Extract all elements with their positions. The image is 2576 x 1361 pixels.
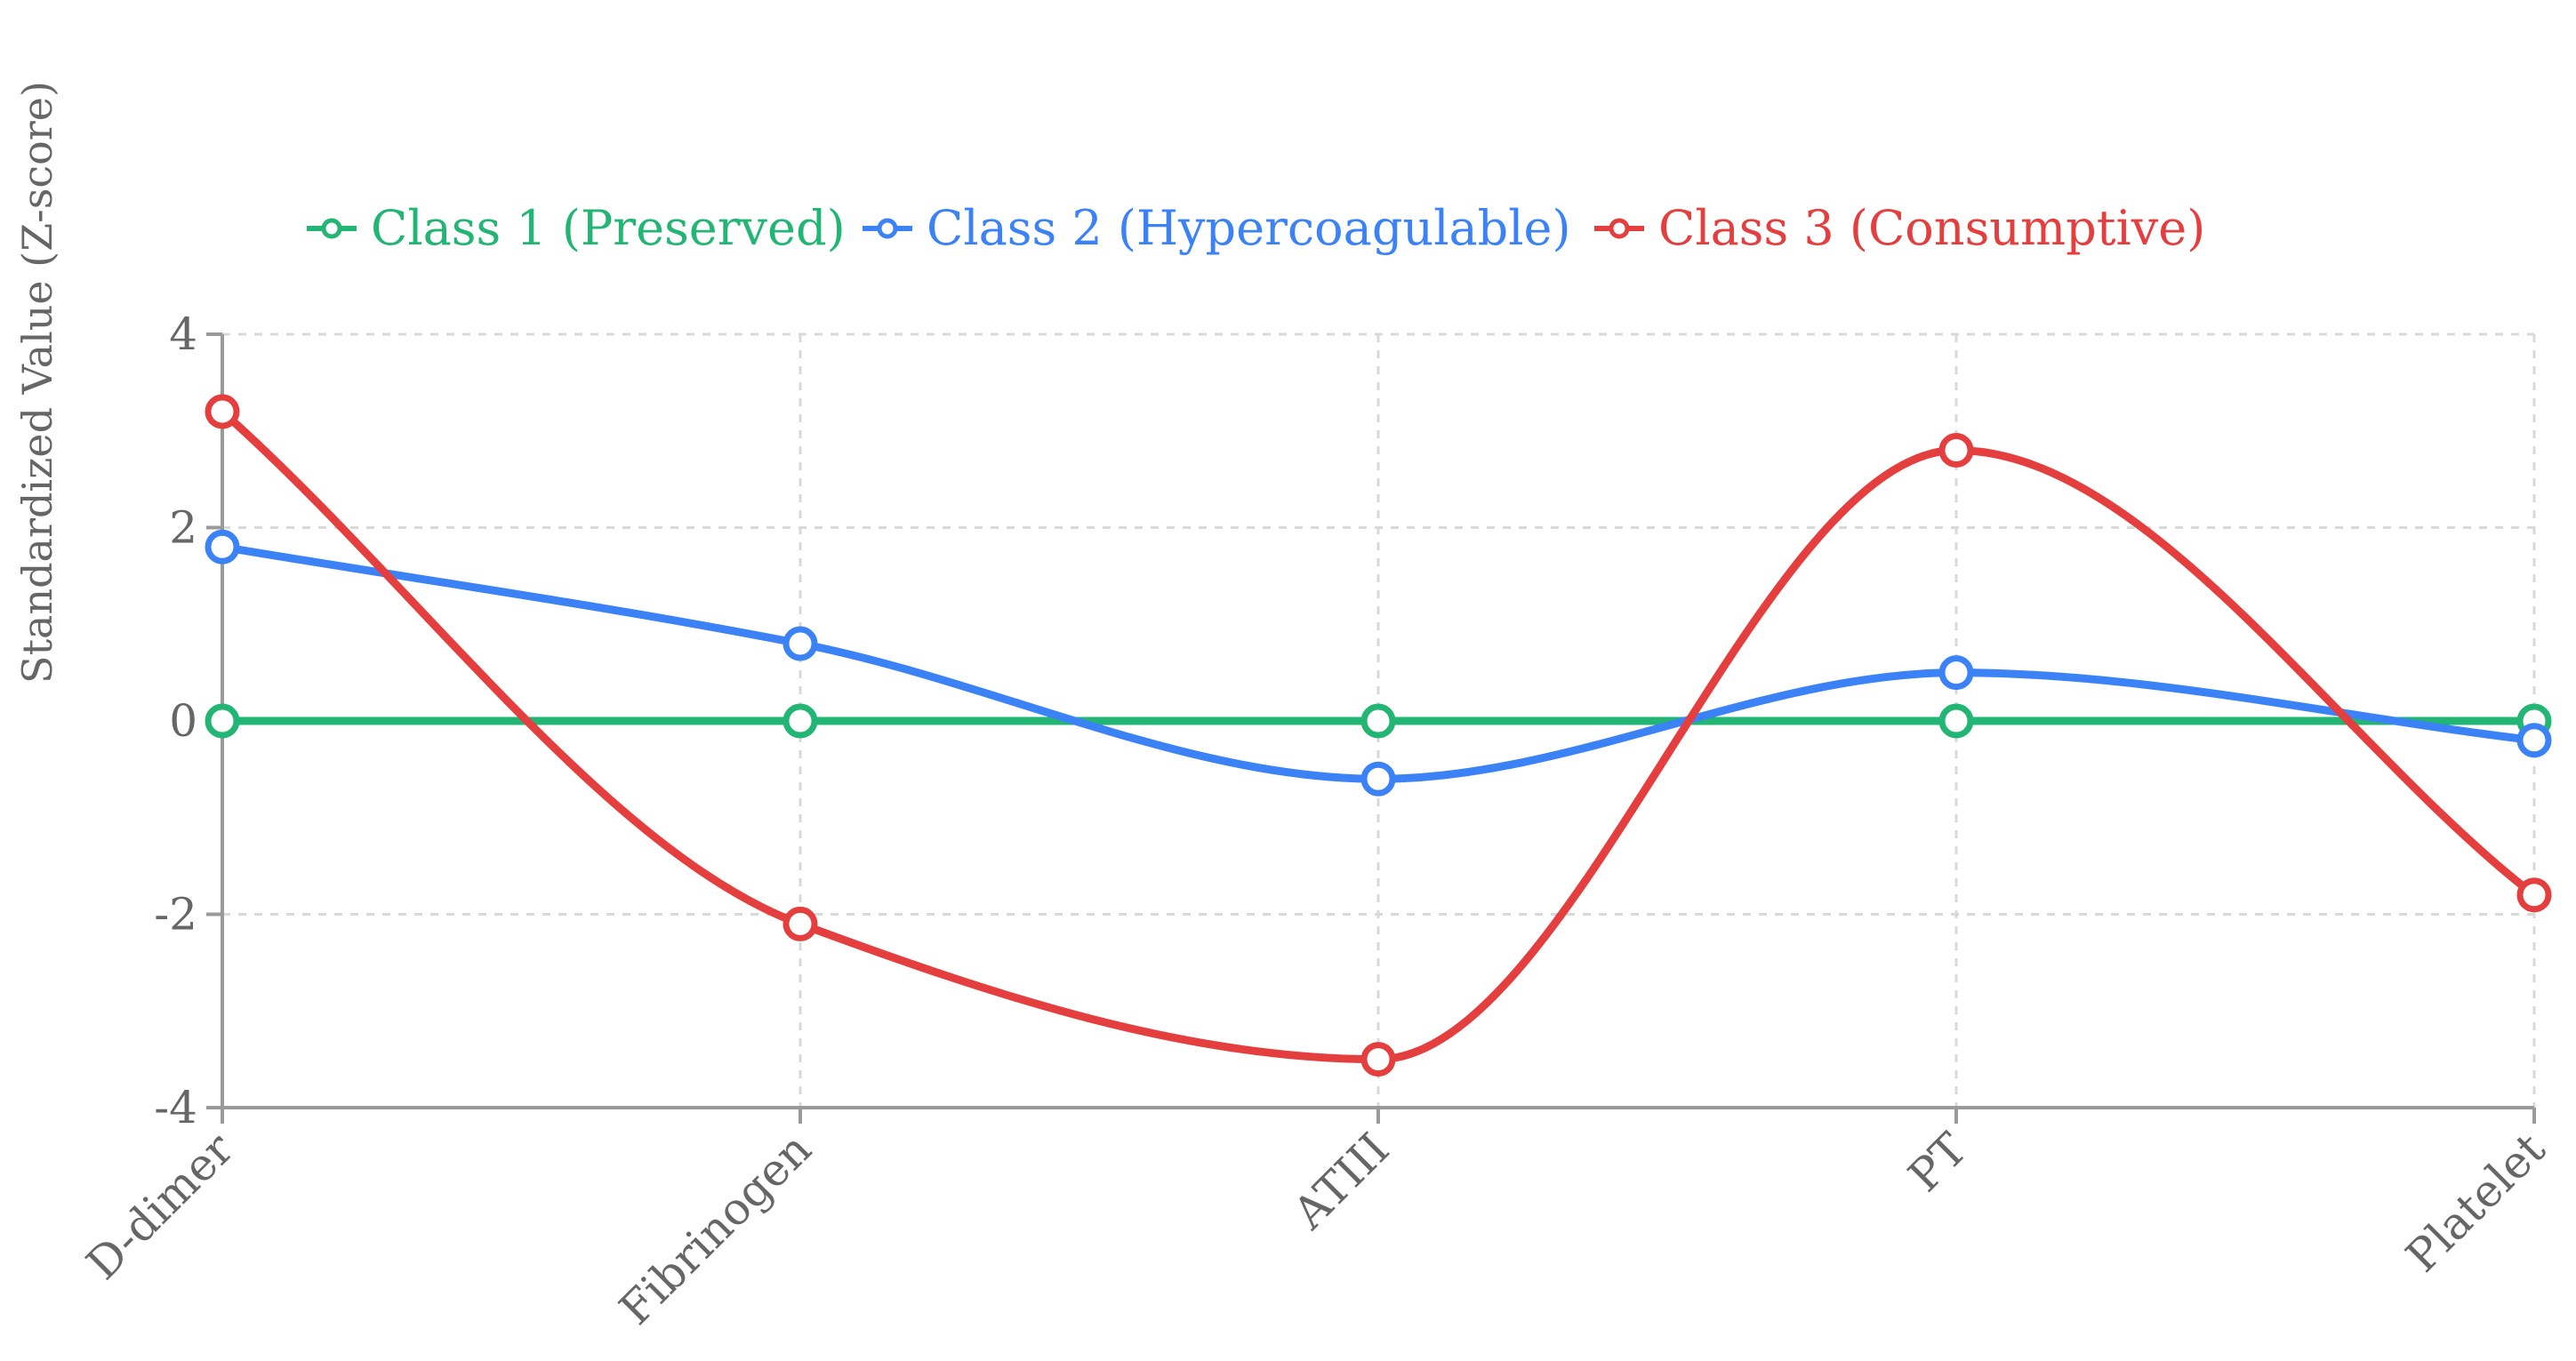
axes bbox=[206, 332, 2536, 1124]
legend-marker bbox=[1609, 218, 1630, 239]
series-1 bbox=[205, 703, 2552, 739]
legend-label: Class 3 (Consumptive) bbox=[1658, 200, 2205, 256]
legend-item-2[interactable]: Class 2 (Hypercoagulable) bbox=[863, 200, 1571, 256]
y-tick-label: 2 bbox=[169, 502, 197, 554]
legend-item-3[interactable]: Class 3 (Consumptive) bbox=[1594, 200, 2205, 256]
data-point bbox=[1938, 433, 1974, 468]
series-line bbox=[218, 407, 2539, 1064]
data-point bbox=[1938, 655, 1974, 691]
data-point bbox=[1938, 703, 1974, 739]
data-point bbox=[2516, 723, 2552, 758]
legend-marker bbox=[321, 218, 342, 239]
series-2 bbox=[205, 529, 2552, 797]
data-point bbox=[782, 703, 818, 739]
legend-marker bbox=[877, 218, 898, 239]
data-point bbox=[1360, 1042, 1396, 1077]
x-tick-labels: D-dimer Fibrinogen ATIII PT Platelet bbox=[76, 1123, 2555, 1334]
series-lines bbox=[205, 394, 2552, 1077]
x-tick-label: D-dimer bbox=[76, 1123, 243, 1289]
legend-item-1[interactable]: Class 1 (Preserved) bbox=[307, 200, 846, 256]
data-point bbox=[782, 626, 818, 661]
x-tick-label: Platelet bbox=[2396, 1123, 2556, 1282]
data-point bbox=[205, 529, 240, 564]
data-point bbox=[782, 906, 818, 941]
data-point bbox=[2516, 877, 2552, 913]
series-3 bbox=[205, 394, 2552, 1077]
y-tick-label: -2 bbox=[154, 889, 197, 941]
data-point bbox=[205, 394, 240, 429]
y-tick-labels: 4 2 0 -2 -4 bbox=[154, 308, 197, 1133]
y-tick-label: 4 bbox=[169, 308, 197, 360]
x-tick-label: ATIII bbox=[1283, 1123, 1400, 1239]
data-point bbox=[1360, 703, 1396, 739]
legend-label: Class 1 (Preserved) bbox=[371, 200, 846, 256]
legend-label: Class 2 (Hypercoagulable) bbox=[927, 200, 1571, 256]
x-tick-label: PT bbox=[1898, 1123, 1977, 1201]
legend[interactable]: Class 1 (Preserved) Class 2 (Hypercoagula… bbox=[307, 200, 2205, 256]
data-point bbox=[205, 703, 240, 739]
data-point bbox=[1360, 761, 1396, 797]
y-axis-title: Standardized Value (Z-score) bbox=[13, 81, 61, 684]
x-tick-label: Fibrinogen bbox=[609, 1123, 821, 1334]
y-tick-label: -4 bbox=[154, 1082, 197, 1133]
y-tick-label: 0 bbox=[169, 695, 197, 747]
